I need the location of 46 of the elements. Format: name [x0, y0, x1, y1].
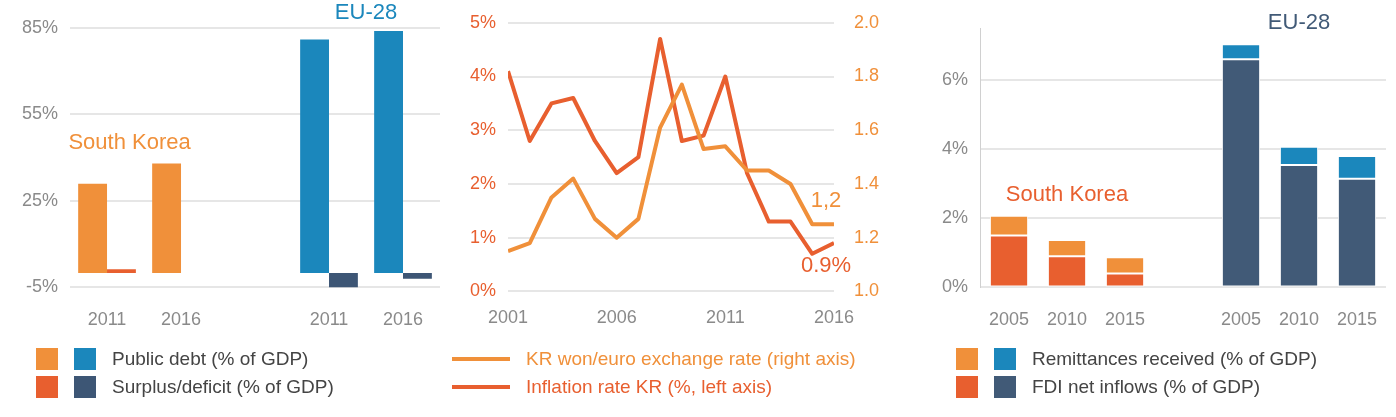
x-tick-label: 2016 [382, 309, 424, 330]
y-tick-label: 4% [942, 138, 969, 159]
annotation: EU-28 [1267, 9, 1331, 35]
x-tick-label: 2011 [87, 309, 127, 330]
text: EU-28 [334, 0, 398, 25]
y-tick-label: 2% [470, 172, 497, 193]
x-tick-label: 2001 [487, 307, 529, 328]
annotation: 1,2 [810, 187, 842, 213]
annotation: South Korea [68, 128, 192, 154]
x-tick-label: 2011 [309, 309, 349, 330]
annotation: 0.9% [800, 252, 852, 278]
legend-label: Remittances received (% of GDP) [1032, 348, 1318, 370]
y-tick-label: 0% [942, 276, 969, 297]
y2-tick-label: 1.8 [853, 65, 880, 86]
x-tick-label: 2015 [1336, 309, 1378, 330]
x-tick-label: 2011 [705, 307, 745, 328]
y2-tick-label: 1.0 [853, 280, 880, 301]
y-tick-label: 4% [470, 65, 497, 86]
y2-tick-label: 1.6 [853, 119, 880, 140]
x-tick-label: 2016 [813, 307, 854, 328]
x-tick-label: 2015 [1104, 309, 1146, 330]
legend-label: Public debt (% of GDP) [112, 348, 309, 370]
y-tick-label: 55% [22, 103, 59, 124]
y-tick-label: -5% [26, 276, 59, 297]
y2-tick-label: 1.2 [853, 226, 880, 247]
x-tick-label: 2016 [161, 309, 202, 330]
x-tick-label: 2005 [988, 309, 1030, 330]
legend-label: FDI net inflows (% of GDP) [1032, 376, 1261, 398]
y-tick-label: 5% [470, 11, 497, 32]
annotation: South Korea [1005, 180, 1129, 206]
y-tick-label: 1% [470, 226, 497, 247]
y-tick-label: 85% [22, 16, 59, 37]
x-tick-label: 2005 [1220, 309, 1262, 330]
legend-label: Inflation rate KR (%, left axis) [526, 376, 773, 398]
y-tick-label: 6% [942, 68, 969, 89]
y2-tick-label: 2.0 [853, 11, 880, 32]
legend-label: KR won/euro exchange rate (right axis) [526, 348, 856, 370]
x-tick-label: 2006 [596, 307, 637, 328]
y2-tick-label: 1.4 [853, 172, 880, 193]
y-tick-label: 3% [470, 119, 497, 140]
y-tick-label: 0% [470, 280, 497, 301]
x-tick-label: 2010 [1278, 309, 1320, 330]
y-tick-label: 2% [942, 207, 969, 228]
x-tick-label: 2010 [1046, 309, 1088, 330]
y-tick-label: 25% [22, 189, 59, 210]
legend-label: Surplus/deficit (% of GDP) [112, 376, 334, 398]
